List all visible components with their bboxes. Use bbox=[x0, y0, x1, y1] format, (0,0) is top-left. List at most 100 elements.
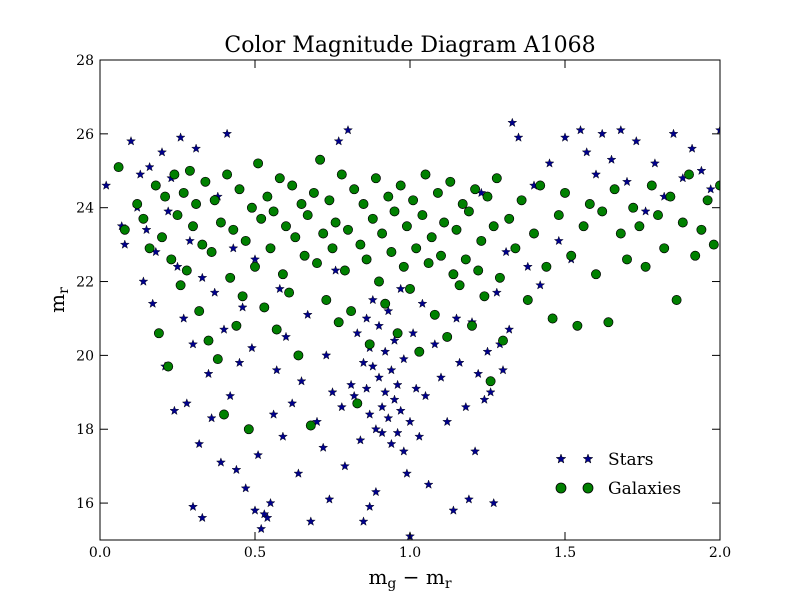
chart-title: Color Magnitude Diagram A1068 bbox=[224, 33, 595, 58]
galaxy-point bbox=[209, 195, 220, 206]
galaxy-point bbox=[423, 258, 434, 269]
galaxy-point bbox=[374, 276, 384, 287]
galaxy-point bbox=[377, 228, 388, 239]
galaxy-point bbox=[293, 350, 304, 361]
star-point bbox=[460, 401, 471, 412]
galaxy-point bbox=[281, 221, 291, 232]
legend: Stars Galaxies bbox=[555, 450, 681, 499]
galaxy-point bbox=[702, 195, 713, 206]
galaxy-point bbox=[529, 228, 539, 239]
galaxy-point bbox=[553, 210, 564, 221]
star-point bbox=[259, 509, 270, 519]
galaxy-point bbox=[153, 328, 164, 339]
galaxy-point bbox=[659, 243, 670, 254]
star-point bbox=[507, 117, 518, 127]
star-point bbox=[330, 265, 341, 275]
galaxy-point bbox=[436, 250, 446, 261]
galaxy-point bbox=[271, 324, 282, 335]
star-point bbox=[231, 464, 242, 475]
galaxy-point bbox=[212, 354, 223, 365]
galaxy-point bbox=[191, 199, 202, 209]
galaxy-point bbox=[448, 269, 459, 280]
star-point bbox=[380, 346, 391, 356]
star-point bbox=[191, 143, 202, 153]
star-point bbox=[392, 427, 403, 438]
galaxy-point bbox=[597, 206, 608, 217]
star-point bbox=[119, 239, 130, 249]
galaxy-point bbox=[259, 302, 270, 313]
galaxy-point bbox=[240, 235, 251, 246]
galaxy-point bbox=[231, 320, 242, 331]
star-point bbox=[265, 497, 276, 508]
star-point bbox=[169, 405, 180, 415]
galaxy-point bbox=[315, 154, 326, 165]
star-point bbox=[135, 169, 146, 179]
y-tick-label: 26 bbox=[76, 127, 94, 143]
star-point bbox=[380, 387, 391, 397]
star-point bbox=[141, 224, 152, 235]
galaxy-point bbox=[646, 180, 657, 191]
galaxy-point bbox=[584, 199, 595, 209]
star-point bbox=[504, 324, 515, 334]
galaxy-point bbox=[541, 261, 552, 272]
galaxy-point bbox=[653, 210, 663, 221]
galaxy-point bbox=[640, 261, 651, 272]
galaxy-point bbox=[367, 213, 378, 224]
star-point bbox=[383, 413, 394, 423]
galaxy-point bbox=[445, 176, 456, 187]
star-point bbox=[138, 276, 149, 286]
galaxy-point bbox=[302, 210, 313, 221]
legend-circle-marker bbox=[582, 482, 594, 494]
star-point bbox=[597, 128, 608, 139]
galaxy-point bbox=[389, 206, 400, 217]
galaxy-point bbox=[246, 202, 257, 213]
star-point bbox=[101, 180, 112, 190]
galaxy-point bbox=[467, 320, 477, 331]
star-point bbox=[544, 158, 555, 168]
star-point bbox=[374, 372, 384, 382]
plot-area bbox=[101, 117, 720, 540]
galaxy-point bbox=[386, 247, 397, 257]
galaxy-point bbox=[566, 250, 577, 261]
star-point bbox=[448, 505, 459, 515]
galaxy-point bbox=[516, 195, 527, 206]
star-point bbox=[222, 128, 233, 139]
star-point bbox=[321, 350, 332, 360]
star-point bbox=[246, 342, 257, 353]
star-point bbox=[414, 431, 425, 441]
galaxy-point bbox=[352, 398, 363, 409]
star-point bbox=[355, 435, 366, 445]
galaxy-point bbox=[330, 217, 341, 228]
galaxy-point bbox=[324, 195, 335, 206]
star-point bbox=[250, 254, 260, 264]
star-point bbox=[451, 313, 462, 323]
star-point bbox=[705, 184, 716, 194]
x-label-minus: − bbox=[396, 565, 425, 589]
star-point bbox=[336, 401, 347, 412]
galaxy-point bbox=[197, 239, 208, 250]
galaxy-point bbox=[277, 269, 288, 280]
galaxy-point bbox=[144, 243, 155, 254]
star-point bbox=[318, 442, 329, 452]
x-label-base-2: m bbox=[426, 565, 445, 589]
galaxy-point bbox=[237, 291, 248, 302]
star-point bbox=[463, 494, 474, 504]
galaxy-point bbox=[665, 191, 676, 202]
galaxy-point bbox=[256, 213, 267, 224]
galaxy-point bbox=[355, 239, 366, 250]
star-point bbox=[364, 501, 375, 511]
galaxy-point bbox=[429, 309, 440, 320]
star-point bbox=[383, 305, 394, 316]
galaxy-point bbox=[411, 243, 422, 254]
legend-circle-marker bbox=[555, 482, 567, 494]
star-point bbox=[197, 272, 208, 283]
star-point bbox=[349, 390, 360, 401]
star-point bbox=[498, 365, 508, 375]
star-point bbox=[377, 401, 388, 412]
galaxy-point bbox=[482, 191, 493, 202]
y-tick-label: 20 bbox=[76, 348, 94, 364]
galaxy-point bbox=[339, 265, 350, 276]
galaxy-point bbox=[305, 420, 316, 431]
star-point bbox=[395, 405, 406, 415]
